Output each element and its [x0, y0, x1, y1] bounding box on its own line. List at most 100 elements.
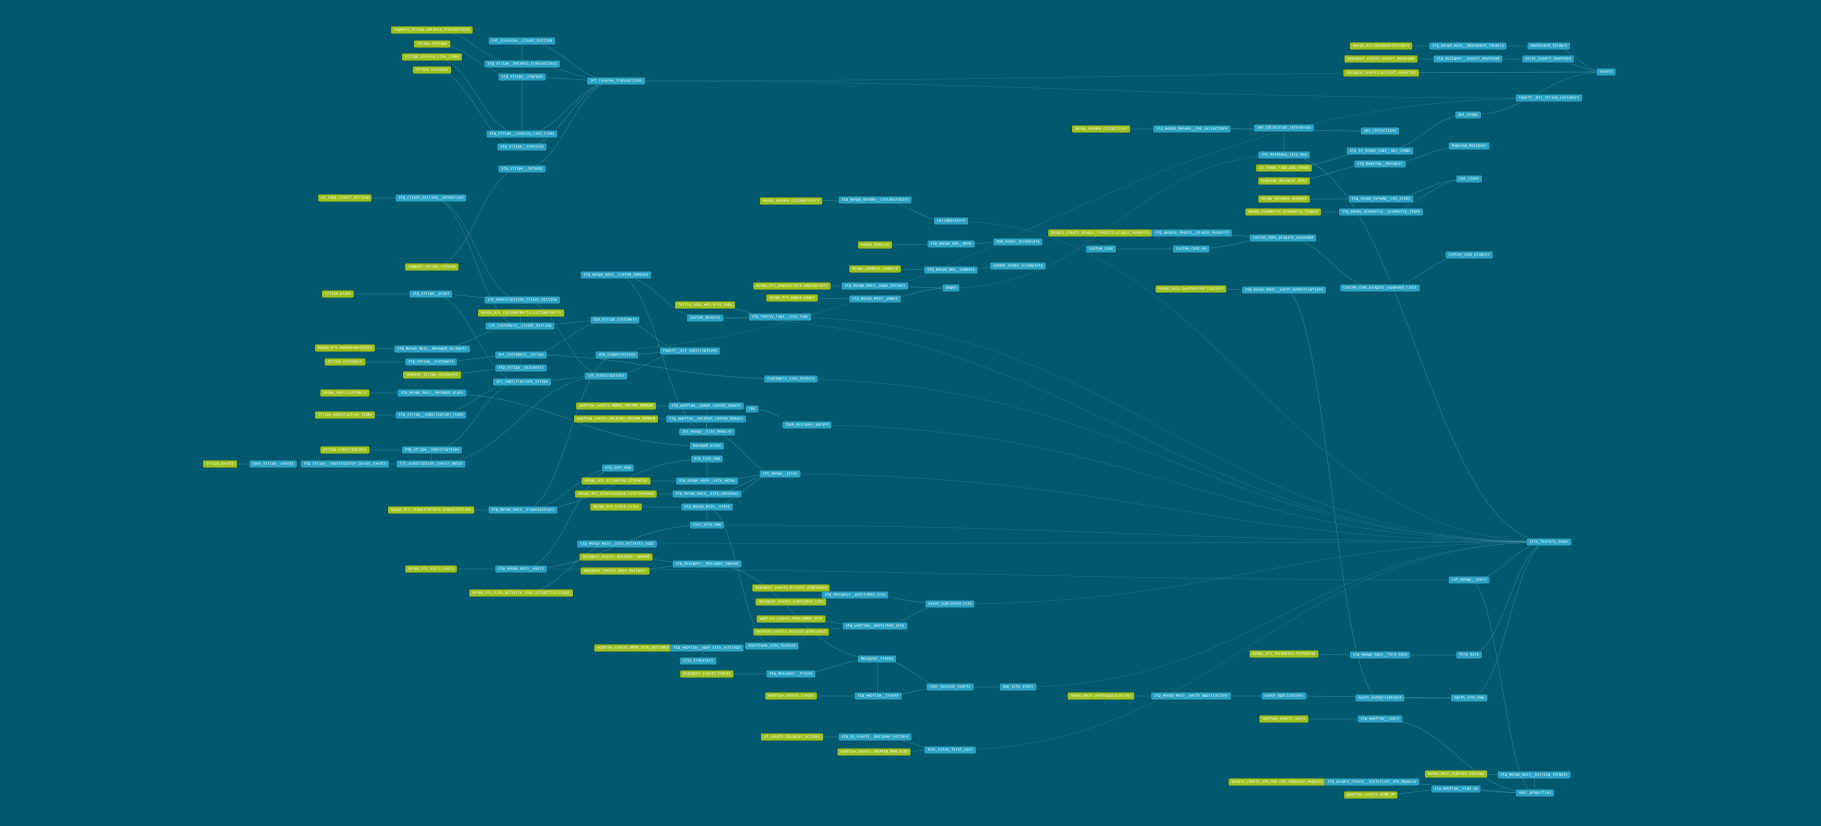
graph-node-stripe-plans[interactable]: stripe.plans — [321, 290, 355, 298]
graph-node-stg_mongo_main__dashboard_folders[interactable]: stg_mongo_main__dashboard_folders — [1429, 42, 1507, 50]
graph-node-webflow_events-project_published[interactable]: webflow_events.project_published — [753, 628, 829, 636]
graph-node-int_invoices__client_billing[interactable]: int_invoices__client_billing — [488, 37, 556, 45]
graph-node-mongo_mrs_site_activity_logs-siteactivitylogs[interactable]: mongo_mrs_site_activity_logs.siteactivit… — [469, 589, 573, 597]
graph-node-stg_designer__tracks[interactable]: stg_designer__tracks — [766, 670, 816, 678]
graph-node-int_subscriptions[interactable]: int_subscriptions — [584, 372, 628, 380]
graph-node-mongo_dynamo-collections[interactable]: mongo_dynamo.collections — [1071, 125, 1131, 133]
graph-node-dashboard_folders[interactable]: dashboard_folders — [1527, 42, 1571, 50]
graph-node-api_usage[interactable]: api_usage — [1455, 111, 1481, 119]
graph-node-custom_code_plugins_expanded[interactable]: custom_code_plugins_expanded — [1249, 234, 1317, 242]
graph-node-stg_s3_events__designer_actions[interactable]: stg_s3_events__designer_actions — [838, 733, 912, 741]
graph-node-report__all_subscriptions[interactable]: report__all_subscriptions — [659, 347, 721, 355]
graph-node-stg_mongo_main__form_data[interactable]: stg_mongo_main__form_data — [1349, 651, 1411, 659]
graph-node-int_mongo__sites[interactable]: int_mongo__sites — [759, 470, 801, 478]
graph-node-stg_stripe__invoices[interactable]: stg_stripe__invoices — [497, 143, 547, 151]
graph-node-mongo_mrs_pageservers-pageservers[interactable]: mongo_mrs_pageservers.pageservers — [753, 282, 831, 290]
graph-node-stripe-subscription_items[interactable]: stripe.subscription_items — [314, 411, 376, 419]
graph-node-stg_mongo_main__managed_plans[interactable]: stg_mongo_main__managed_plans — [397, 389, 467, 397]
graph-node-stg_mongo_main__site_metas[interactable]: stg_mongo_main__site_metas — [675, 477, 739, 485]
graph-node-customers_site_history[interactable]: customers_site_history — [764, 375, 818, 383]
graph-node-form_data[interactable]: form_data — [1456, 651, 1482, 659]
graph-node-mongo_main-customers[interactable]: mongo_main.customers — [320, 389, 370, 397]
graph-node-stg_mongo_ecommerce__ecommerce_items[interactable]: stg_mongo_ecommerce__ecommerce_items — [1338, 208, 1424, 216]
graph-node-webflow_events-DELETED_CUSTOM_DOMAIN[interactable]: webflow_events.DELETED_CUSTOM_DOMAIN — [573, 415, 659, 423]
graph-node-int_subscriptions_stripe[interactable]: int_subscriptions_stripe — [492, 378, 552, 386]
graph-node-stg_webflow__added_custom_domain[interactable]: stg_webflow__added_custom_domain — [668, 402, 744, 410]
graph-node-stg_designer__designer_opened[interactable]: stg_designer__designer_opened — [672, 560, 742, 568]
graph-node-int_customers__stripe[interactable]: int_customers__stripe — [495, 351, 547, 359]
graph-node-stg_mongo_main__page_servers[interactable]: stg_mongo_main__page_servers — [841, 282, 909, 290]
graph-node-webflow_events-PUBLISHED_SITE[interactable]: webflow_events.PUBLISHED_SITE — [756, 615, 826, 623]
graph-node-stg_webflow__open_site_settings[interactable]: stg_webflow__open_site_settings — [670, 644, 744, 652]
graph-node-site_transfers[interactable]: site_transfers — [679, 657, 717, 665]
graph-node-webflow_events-SIGN_UP[interactable]: webflow_events.SIGN_UP — [1344, 791, 1398, 799]
graph-node-webflow_events-OPEN_SITE_SETTINGS[interactable]: webflow_events.OPEN_SITE_SETTINGS — [594, 644, 672, 652]
graph-node-google_sheets_plugin_research-plugin_research[interactable]: google_sheets_plugin_research.plugin_res… — [1048, 229, 1152, 237]
graph-node-stg_stripe__subscription_items[interactable]: stg_stripe__subscription_items — [395, 411, 467, 419]
graph-node-stg_mongo_main__billing_targets[interactable]: stg_mongo_main__billing_targets — [1497, 771, 1571, 779]
graph-node-mongo_main-oauthauthorizations[interactable]: mongo_main.oauthauthorizations — [1155, 285, 1227, 293]
graph-node-custom_code_plugins_expanded_limit[interactable]: custom_code_plugins_expanded_limit — [1340, 284, 1420, 292]
graph-node-custom_domains[interactable]: custom_domains — [686, 314, 724, 322]
graph-node-designer_events-project_published[interactable]: designer_events.project_published — [752, 584, 830, 592]
graph-node-mongo_mrs_users-users[interactable]: mongo_mrs_users.users — [405, 565, 457, 573]
graph-node-stg_mongo_main__custom_domains[interactable]: stg_mongo_main__custom_domains — [580, 271, 652, 279]
graph-node-wf_snpa-client_billing[interactable]: wf_snpa.client_billing — [318, 194, 372, 202]
graph-node-stg_stripe__subscription_cancel_events[interactable]: stg_stripe__subscription_cancel_events — [300, 460, 390, 468]
graph-node-stg_mongo_main__organizations[interactable]: stg_mongo_main__organizations — [488, 506, 558, 514]
graph-node-stg_designer__published_site[interactable]: stg_designer__published_site — [821, 591, 889, 599]
graph-node-stg_stripe__customers[interactable]: stg_stripe__customers — [405, 358, 457, 366]
graph-node-stripe-subscriptions[interactable]: stripe.subscriptions — [320, 446, 370, 454]
graph-node-oauth_site_map[interactable]: oauth_site_map — [1450, 694, 1488, 702]
graph-node-task_designer_parent[interactable]: task_designer_parent — [782, 421, 832, 429]
graph-node-stg_mongo_main__pages[interactable]: stg_mongo_main__pages — [849, 295, 901, 303]
graph-node-stg_webflow__sign_up[interactable]: stg_webflow__sign_up — [1431, 785, 1481, 793]
graph-node-webflow_events-ADDED_CUSTOM_DOMAIN[interactable]: webflow_events.ADDED_CUSTOM_DOMAIN — [576, 402, 656, 410]
graph-node-stg_fastly_logs__site_logs[interactable]: stg_fastly_logs__site_logs — [748, 313, 812, 321]
graph-node-stg_webflow__deleted_custom_domain[interactable]: stg_webflow__deleted_custom_domain — [666, 415, 746, 423]
graph-node-stripe-invoice_line_items[interactable]: stripe.invoice_line_items — [401, 53, 463, 61]
graph-node-stg_mongo_dynamo__cms_collections[interactable]: stg_mongo_dynamo__cms_collections — [1153, 125, 1231, 133]
graph-node-managed_plans[interactable]: managed_plans — [689, 442, 725, 450]
graph-node-stg_google_sheets__plugin_research[interactable]: stg_google_sheets__plugin_research — [1152, 229, 1232, 237]
graph-node-int_mongo__users[interactable]: int_mongo__users — [1448, 576, 1490, 584]
graph-node-stg_webflow__published_site[interactable]: stg_webflow__published_site — [842, 622, 908, 630]
graph-node-dim_organizations[interactable]: dim_organizations — [595, 351, 639, 359]
graph-node-report__all_stripe_customers[interactable]: report__all_stripe_customers — [1515, 94, 1583, 102]
graph-node-int_mongo__site_domains[interactable]: int_mongo__site_domains — [679, 428, 735, 436]
graph-node-fct_subscription_cancel_dates[interactable]: fct_subscription_cancel_dates — [396, 460, 466, 468]
graph-node-org_user_map[interactable]: org_user_map — [601, 464, 635, 472]
graph-node-site_feature_usage[interactable]: site_feature_usage — [1526, 538, 1572, 546]
graph-node-cms_collection_references[interactable]: cms_collection_references — [1253, 124, 1315, 132]
graph-node-stg_mongo_main__managed_accounts[interactable]: stg_mongo_main__managed_accounts — [394, 345, 470, 353]
graph-node-tmp[interactable]: tmp — [745, 405, 759, 413]
graph-node-stripe-customers[interactable]: stripe.customers — [324, 358, 366, 366]
graph-node-mongo_main_signups-signups[interactable]: mongo_main_signups.signups — [1424, 770, 1488, 778]
graph-node-segment_stripe-discounts[interactable]: segment_stripe.discounts — [402, 371, 462, 379]
graph-node-base_stripe__events[interactable]: base_stripe__events — [249, 460, 297, 468]
graph-node-stripe-events[interactable]: stripe.events — [202, 460, 238, 468]
graph-node-mongo_dynamos-dynamos[interactable]: mongo_dynamos.dynamos — [1258, 195, 1310, 203]
graph-node-designer_events-designer_opened[interactable]: designer_events.designer_opened — [579, 553, 653, 561]
graph-node-mongo_main-oauthapplications[interactable]: mongo_main.oauthapplications — [1067, 692, 1135, 700]
graph-node-mongo_mrs_organizations-organizations[interactable]: mongo_mrs_organizations.organizations — [387, 506, 475, 514]
graph-node-cms_database_site_map[interactable]: cms_database_site_map — [1258, 151, 1310, 159]
graph-node-bugsnag_designer-data[interactable]: bugsnag_designer.data — [1258, 177, 1310, 185]
graph-node-dim_stripe_customers[interactable]: dim_stripe_customers — [590, 316, 640, 324]
graph-node-custom_code_plugins[interactable]: custom_code_plugins — [1445, 251, 1493, 259]
graph-node-mongo_dynamo-collaborators[interactable]: mongo_dynamo.collaborators — [759, 197, 823, 205]
graph-node-stripe-charges[interactable]: stripe.charges — [413, 40, 451, 48]
graph-node-stg_stripe__balance_transactions[interactable]: stg_stripe__balance_transactions — [484, 60, 560, 68]
graph-node-stg_designer__export_download[interactable]: stg_designer__export_download — [1433, 55, 1503, 63]
graph-node-stg_mongo_main__oauth_authorizations[interactable]: stg_mongo_main__oauth_authorizations — [1241, 286, 1327, 294]
graph-node-stripe-invoices[interactable]: stripe.invoices — [412, 66, 452, 74]
graph-node-int_revenue_transactions[interactable]: int_revenue_transactions — [586, 77, 646, 85]
graph-node-bugsnag_designer[interactable]: bugsnag_designer — [1448, 142, 1490, 150]
graph-node-int_customers__client_billing[interactable]: int_customers__client_billing — [485, 322, 555, 330]
graph-node-stg_stripe__charges[interactable]: stg_stripe__charges — [498, 73, 546, 81]
graph-node-segment_stripe-balance_transactions[interactable]: segment_stripe.balance_transactions — [391, 26, 473, 34]
graph-node-custom_code[interactable]: custom_code — [1086, 245, 1116, 253]
graph-node-mongo_mrs_sites-sites[interactable]: mongo_mrs_sites.sites — [590, 503, 642, 511]
graph-node-symbol_nodes_incomplete[interactable]: symbol_nodes_incomplete — [990, 262, 1046, 270]
graph-node-cms_items[interactable]: cms_items — [1456, 175, 1482, 183]
